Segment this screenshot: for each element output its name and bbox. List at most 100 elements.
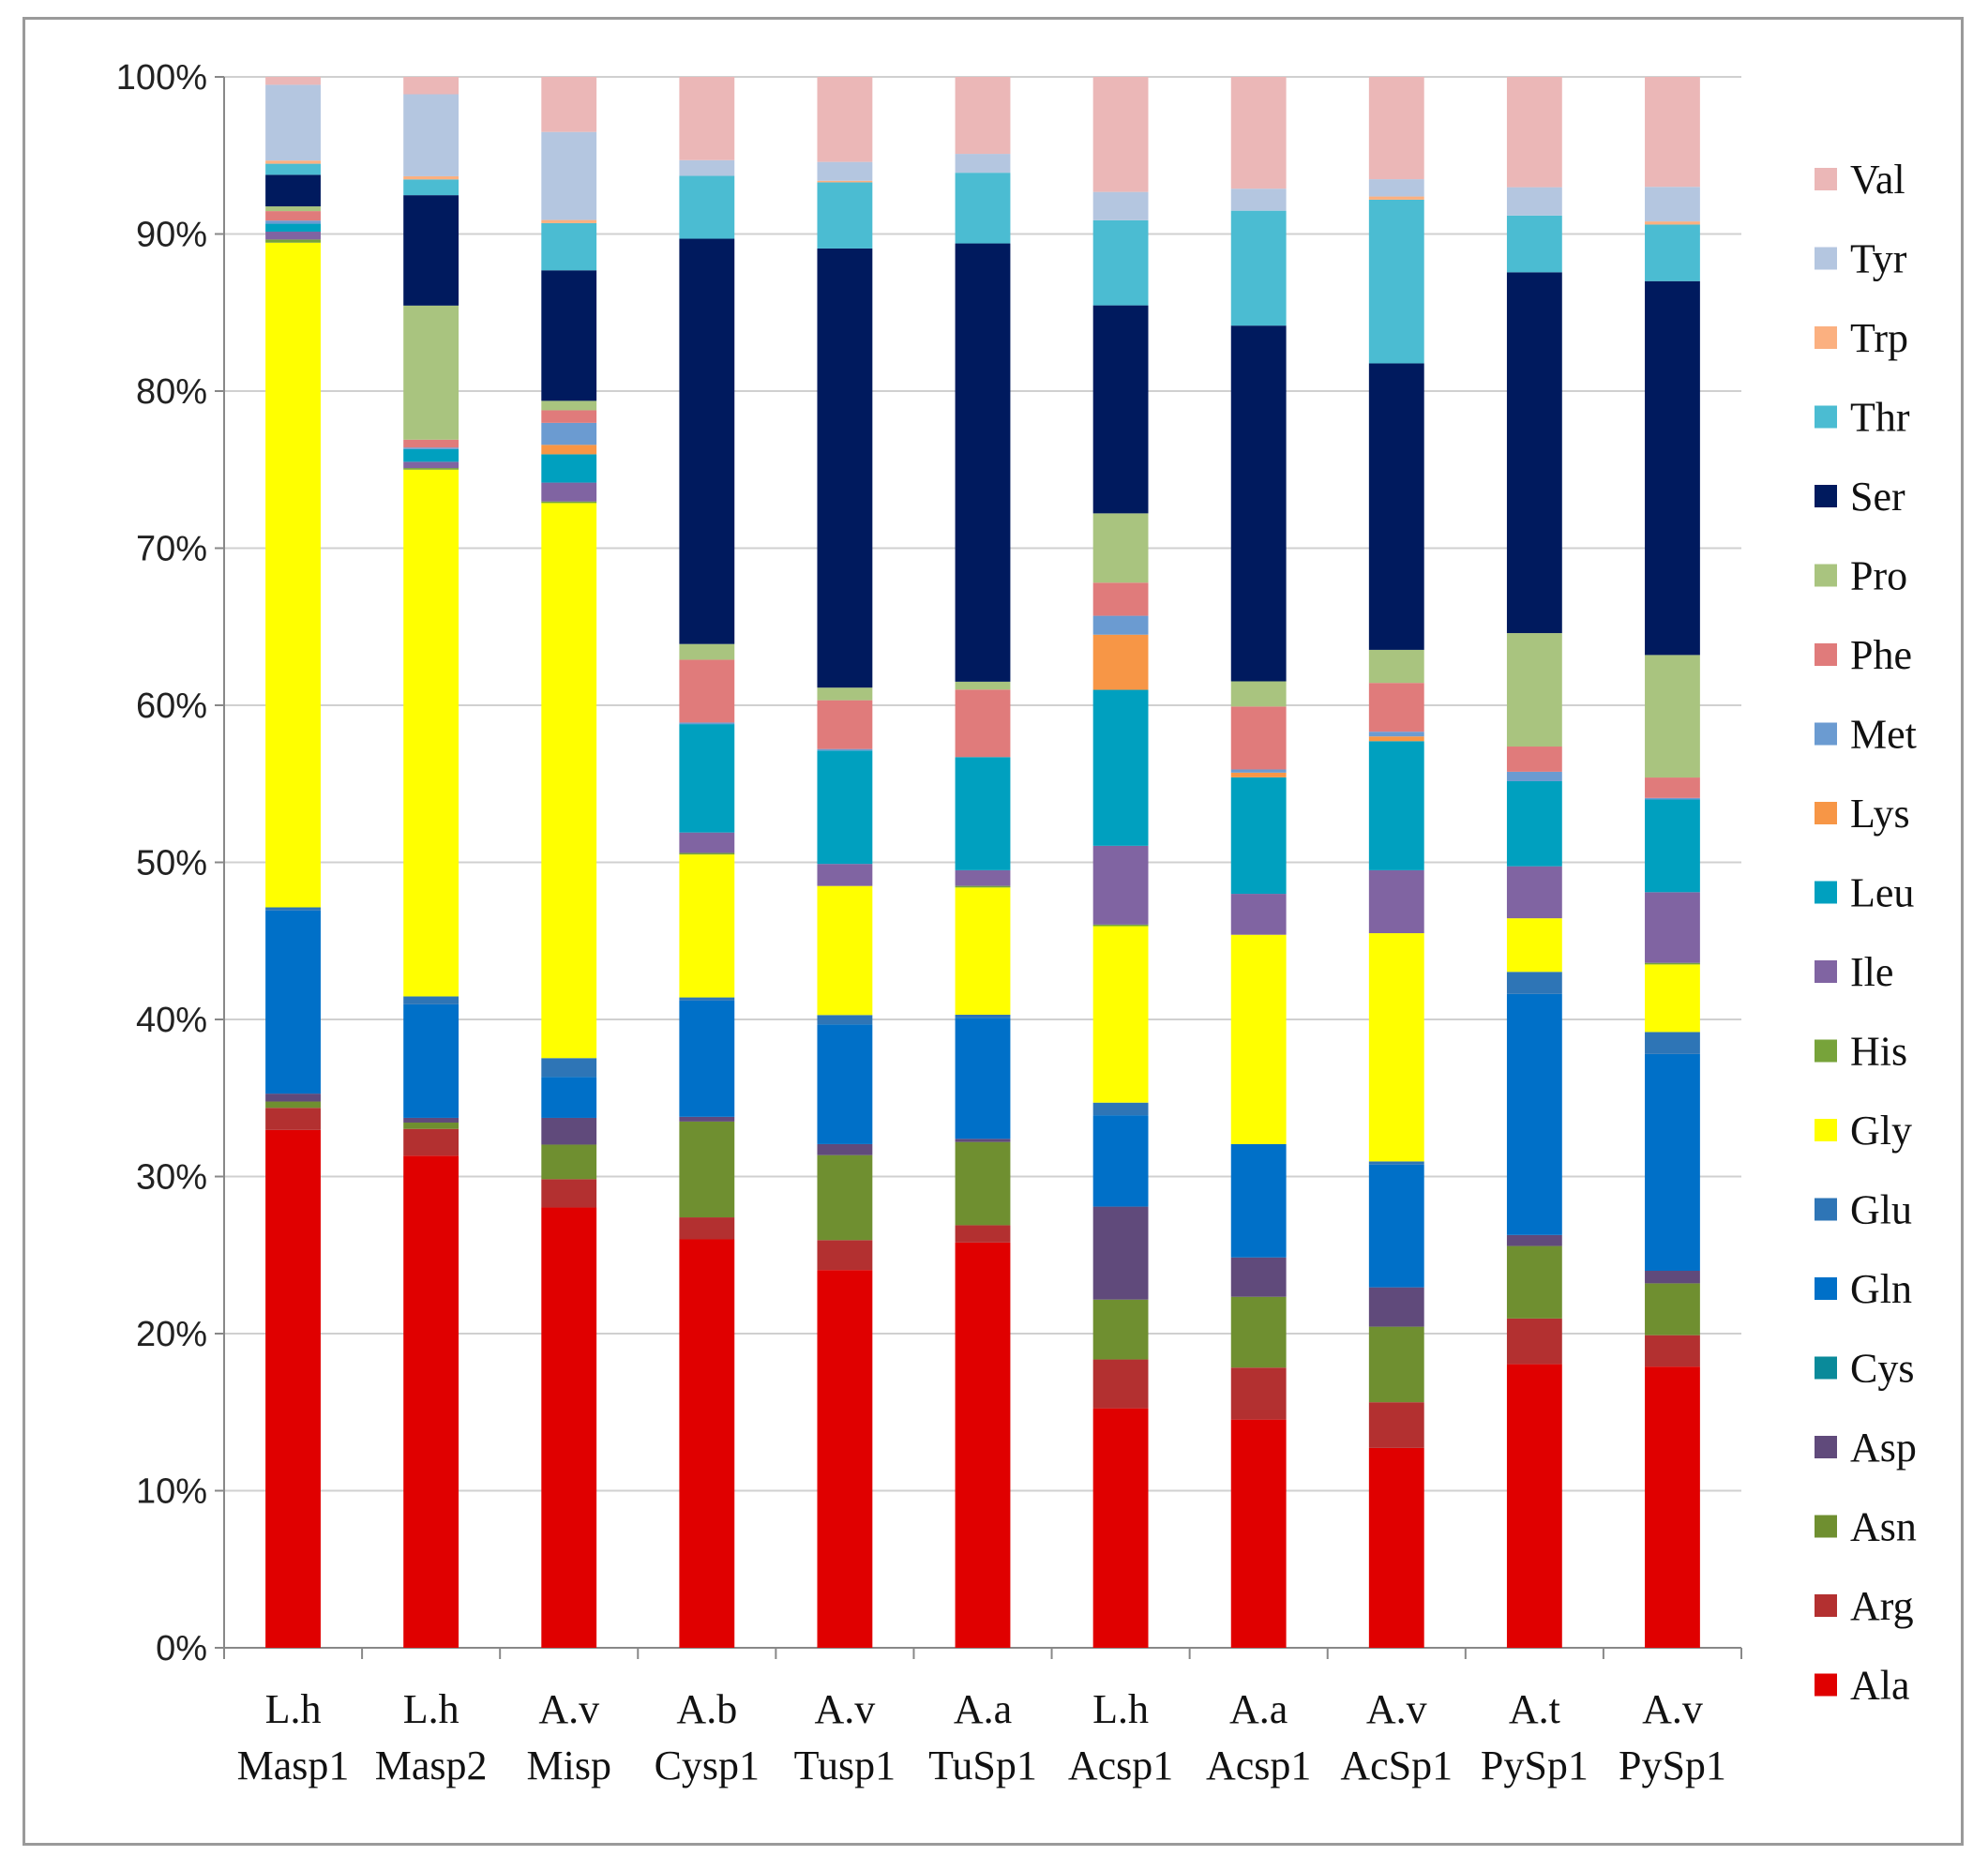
bar-segment-asn bbox=[541, 1144, 597, 1180]
y-tick-label: 80% bbox=[136, 372, 207, 412]
bar-segment-glu bbox=[1092, 1102, 1149, 1116]
bar-segment-asp bbox=[1092, 1206, 1149, 1300]
bar-segment-ala bbox=[817, 1270, 873, 1648]
bars bbox=[265, 77, 1700, 1648]
legend-label-asp: Asp bbox=[1850, 1425, 1917, 1471]
y-tick-label: 90% bbox=[136, 216, 207, 255]
legend-label-ile: Ile bbox=[1850, 949, 1893, 995]
bar-segment-phe bbox=[1645, 777, 1700, 798]
bar-segment-val bbox=[1092, 77, 1149, 192]
legend-label-thr: Thr bbox=[1850, 395, 1910, 441]
bar-segment-his bbox=[1092, 924, 1149, 927]
bar-segment-arg bbox=[1368, 1402, 1424, 1448]
bar-segment-val bbox=[1506, 77, 1562, 188]
legend-swatch-pro bbox=[1815, 564, 1837, 587]
bar-segment-arg bbox=[955, 1225, 1011, 1243]
bar-segment-phe bbox=[541, 410, 597, 423]
bar-segment-ser bbox=[541, 270, 597, 401]
bar-segment-tyr bbox=[817, 161, 873, 181]
legend: Val Tyr Trp Thr Ser Pro Phe Met Lys Leu Ile His Gly G… bbox=[1815, 157, 1917, 1709]
legend-swatch-his bbox=[1815, 1039, 1837, 1063]
bar-segment-met bbox=[679, 722, 735, 725]
x-category-label: Masp1 bbox=[237, 1743, 350, 1788]
bar-segment-asp bbox=[1506, 1234, 1562, 1246]
bar-segment-asn bbox=[817, 1154, 873, 1241]
legend-swatch-ile bbox=[1815, 960, 1837, 983]
bar-segment-thr bbox=[403, 179, 459, 196]
bar-segment-pro bbox=[955, 681, 1011, 690]
bar-segment-thr bbox=[955, 173, 1011, 244]
bar-segment-asp bbox=[541, 1117, 597, 1145]
bar-segment-thr bbox=[1506, 215, 1562, 273]
bar-segment-asn bbox=[265, 1101, 321, 1109]
bar-segment-pro bbox=[403, 305, 459, 440]
bar-segment-tyr bbox=[955, 154, 1011, 174]
bar-segment-ala bbox=[403, 1155, 459, 1648]
bar-segment-gln bbox=[679, 1000, 735, 1117]
x-category-label: TuSp1 bbox=[928, 1743, 1037, 1788]
bar-segment-met bbox=[265, 220, 321, 224]
y-tick-label: 100% bbox=[116, 58, 207, 98]
bar-segment-met bbox=[1092, 615, 1149, 635]
legend-swatch-asp bbox=[1815, 1436, 1837, 1458]
bar-segment-gly bbox=[679, 854, 735, 998]
bar-segment-pro bbox=[1092, 513, 1149, 583]
bar-segment-thr bbox=[1645, 224, 1700, 281]
bar-segment-leu bbox=[955, 757, 1011, 870]
bar-segment-gln bbox=[1092, 1115, 1149, 1207]
legend-label-trp: Trp bbox=[1850, 315, 1908, 361]
bar-segment-pro bbox=[679, 643, 735, 660]
legend-swatch-met bbox=[1815, 722, 1837, 746]
bar-segment-val bbox=[1645, 77, 1700, 188]
x-category-label: Acsp1 bbox=[1206, 1743, 1311, 1788]
bar-segment-thr bbox=[1368, 199, 1424, 364]
bar-segment-gly bbox=[955, 887, 1011, 1015]
bar-segment-asn bbox=[1092, 1299, 1149, 1360]
y-tick-label: 20% bbox=[136, 1315, 207, 1354]
legend-swatch-gly bbox=[1815, 1119, 1837, 1141]
y-tick-label: 10% bbox=[136, 1472, 207, 1512]
bar-segment-asp bbox=[817, 1143, 873, 1155]
legend-label-his: His bbox=[1850, 1029, 1907, 1075]
bar-segment-leu bbox=[541, 454, 597, 483]
chart-frame: 0% 10% 20% 30% 40% 50% 60% 70% 80% 90% 100% L.h Mas… bbox=[23, 17, 1964, 1846]
bar-segment-gln bbox=[817, 1024, 873, 1144]
bar-segment-trp bbox=[265, 160, 321, 164]
bar-segment-ile bbox=[679, 832, 735, 853]
bar-segment-leu bbox=[679, 724, 735, 833]
bar-segment-leu bbox=[1506, 780, 1562, 867]
bar-segment-glu bbox=[403, 996, 459, 1004]
bar-segment-ser bbox=[817, 248, 873, 688]
bar-segment-pro bbox=[1645, 655, 1700, 778]
bar-segment-ile bbox=[541, 482, 597, 502]
bar-segment-lys bbox=[1092, 634, 1149, 690]
legend-label-phe: Phe bbox=[1850, 632, 1912, 678]
legend-swatch-tyr bbox=[1815, 247, 1837, 270]
bar-segment-leu bbox=[1645, 799, 1700, 893]
bar-segment-lys bbox=[1368, 736, 1424, 742]
bar-segment-arg bbox=[1506, 1318, 1562, 1365]
x-category-label: L.h bbox=[265, 1686, 322, 1732]
bar-segment-glu bbox=[1506, 972, 1562, 994]
bar-segment-asn bbox=[403, 1122, 459, 1129]
x-category-label: A.t bbox=[1509, 1686, 1560, 1732]
bar-segment-asn bbox=[1645, 1283, 1700, 1335]
bar-segment-ser bbox=[1645, 280, 1700, 656]
bar-segment-gln bbox=[403, 1003, 459, 1118]
bar-segment-asp bbox=[265, 1094, 321, 1102]
legend-label-asn: Asn bbox=[1850, 1504, 1917, 1550]
bar-segment-glu bbox=[817, 1015, 873, 1025]
bar-segment-met bbox=[541, 422, 597, 445]
legend-swatch-trp bbox=[1815, 326, 1837, 349]
x-category-labels: L.h Masp1 L.h Masp2 A.v Misp A.b Cysp1 A.v Tusp1 A… bbox=[237, 1686, 1726, 1788]
bar-segment-ala bbox=[1368, 1447, 1424, 1648]
bar-segment-asn bbox=[955, 1141, 1011, 1226]
bar-segment-gln bbox=[1230, 1143, 1287, 1258]
bar-segment-tyr bbox=[679, 159, 735, 176]
x-category-label: A.v bbox=[1366, 1686, 1427, 1732]
bar-segment-val bbox=[1368, 77, 1424, 180]
legend-swatch-leu bbox=[1815, 881, 1837, 904]
bar-segment-ile bbox=[265, 231, 321, 240]
bar-segment-tyr bbox=[1092, 191, 1149, 220]
bar-segment-ala bbox=[1230, 1419, 1287, 1648]
